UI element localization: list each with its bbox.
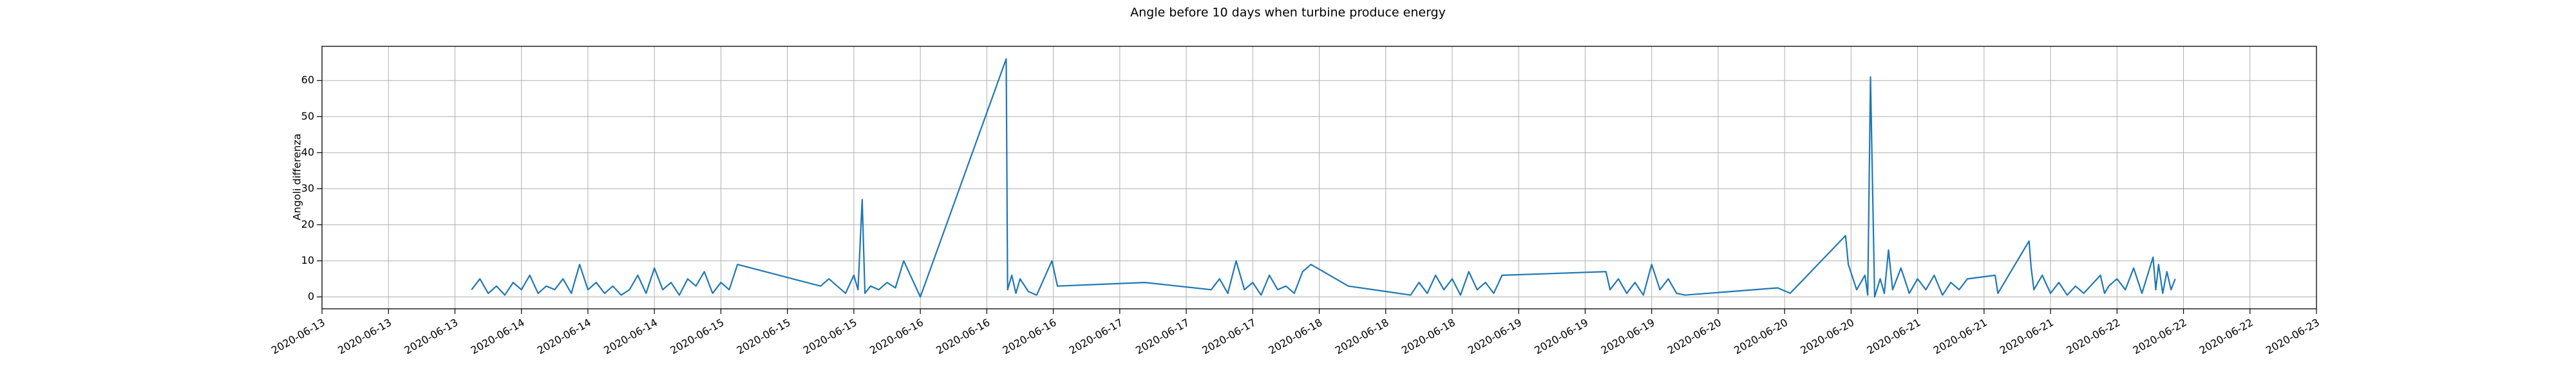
chart-title: Angle before 10 days when turbine produc…: [1130, 6, 1446, 20]
y-tick-label: 0: [308, 290, 314, 302]
plot-frame: [321, 46, 2317, 309]
y-tick-label: 40: [301, 146, 314, 158]
y-tick-label: 10: [301, 254, 314, 266]
y-tick-label: 60: [301, 74, 314, 86]
y-tick-label: 50: [301, 110, 314, 122]
y-tick-label: 20: [301, 218, 314, 230]
data-line: [471, 58, 2176, 298]
y-axis-label: Angoli differenza: [291, 134, 303, 221]
y-tick-label: 30: [301, 182, 314, 194]
